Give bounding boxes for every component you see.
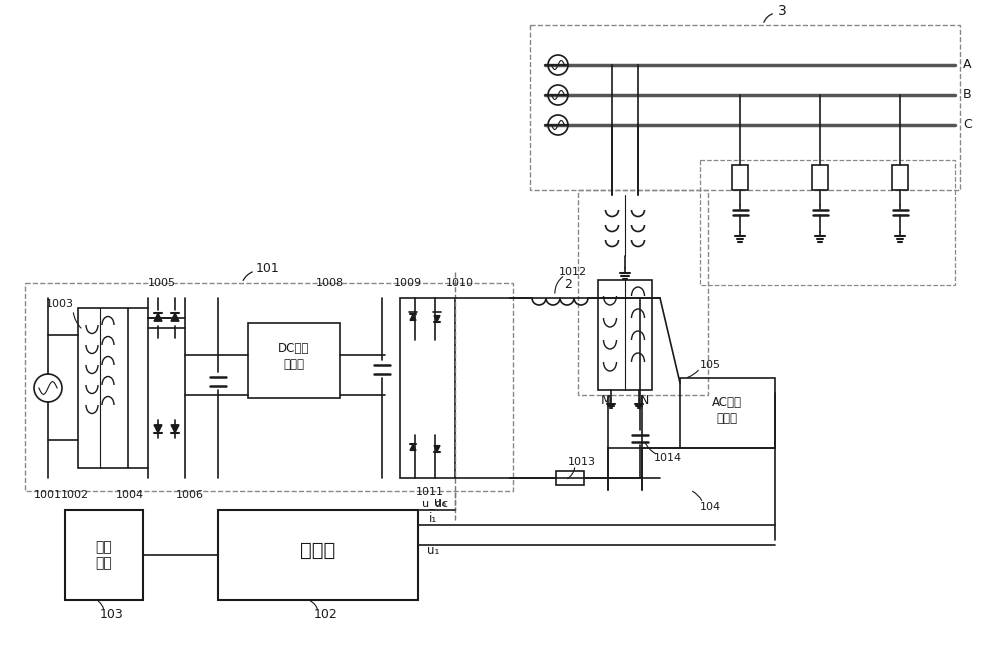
- Bar: [248, 323, 340, 398]
- Bar: [556, 471, 584, 485]
- Text: M: M: [601, 395, 611, 408]
- Bar: [598, 280, 652, 390]
- Bar: [25, 283, 513, 491]
- Bar: [892, 165, 908, 190]
- Bar: [578, 190, 708, 395]
- Text: 控制器: 控制器: [300, 541, 336, 559]
- Text: 1011: 1011: [416, 487, 444, 497]
- Text: 1006: 1006: [176, 490, 204, 500]
- Polygon shape: [154, 313, 162, 321]
- Text: 1001: 1001: [34, 490, 62, 500]
- Text: 1014: 1014: [654, 453, 682, 463]
- Bar: [400, 298, 455, 478]
- Text: AC电压: AC电压: [712, 397, 742, 410]
- Text: 1002: 1002: [61, 490, 89, 500]
- Bar: [65, 510, 143, 600]
- Text: 103: 103: [100, 608, 124, 622]
- Text: 1010: 1010: [446, 278, 474, 288]
- Text: 102: 102: [314, 608, 338, 622]
- Text: 传感器: 传感器: [284, 357, 304, 370]
- Text: 1003: 1003: [46, 299, 74, 309]
- Text: 104: 104: [699, 502, 721, 512]
- Text: 1009: 1009: [394, 278, 422, 288]
- Text: 键盘: 键盘: [96, 540, 112, 554]
- Text: 1012: 1012: [559, 267, 587, 277]
- Bar: [812, 165, 828, 190]
- Text: u_dc: u_dc: [422, 499, 448, 510]
- Polygon shape: [434, 446, 440, 452]
- Text: B: B: [963, 88, 972, 101]
- Text: N: N: [639, 395, 649, 408]
- Text: 1004: 1004: [116, 490, 144, 500]
- Text: 101: 101: [256, 261, 280, 275]
- Polygon shape: [171, 425, 179, 433]
- Text: 2: 2: [564, 279, 572, 292]
- Bar: [78, 308, 128, 468]
- Text: DC电压: DC电压: [278, 342, 310, 355]
- Polygon shape: [410, 314, 416, 321]
- Text: 3: 3: [778, 4, 786, 18]
- Bar: [732, 165, 748, 190]
- Text: 105: 105: [700, 360, 720, 370]
- Text: 传感器: 传感器: [716, 412, 738, 424]
- Bar: [680, 378, 775, 448]
- Text: 显示: 显示: [96, 556, 112, 570]
- Polygon shape: [410, 444, 416, 450]
- Text: 1005: 1005: [148, 278, 176, 288]
- Text: 1013: 1013: [568, 457, 596, 467]
- Bar: [530, 25, 960, 190]
- Text: u₁: u₁: [427, 544, 439, 557]
- Bar: [218, 510, 418, 600]
- Text: 1008: 1008: [316, 278, 344, 288]
- Text: i₁: i₁: [429, 513, 437, 526]
- Polygon shape: [434, 315, 440, 322]
- Text: C: C: [963, 119, 972, 132]
- Polygon shape: [171, 313, 179, 321]
- Bar: [700, 160, 955, 285]
- Polygon shape: [154, 425, 162, 433]
- Text: A: A: [963, 59, 972, 72]
- Text: uₐ⁣: uₐ⁣: [434, 495, 446, 508]
